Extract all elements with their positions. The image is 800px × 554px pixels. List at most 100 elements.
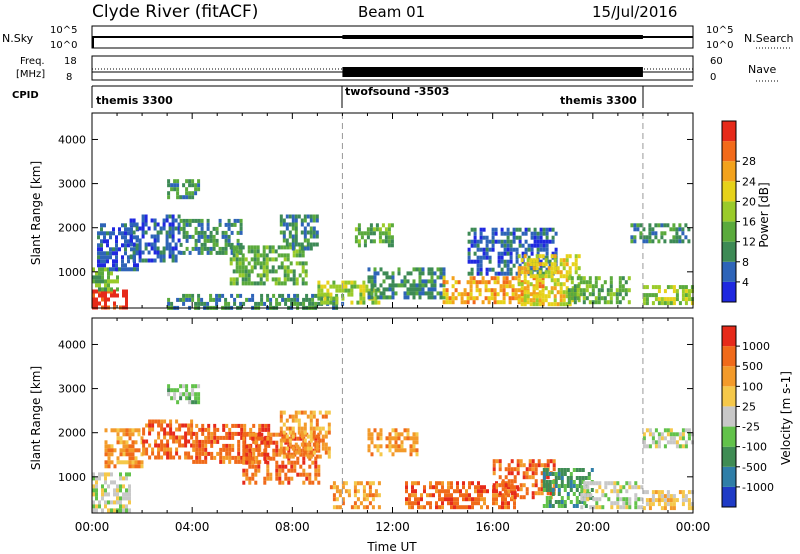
range-gate-cell (468, 485, 471, 490)
range-gate-cell (133, 263, 136, 268)
range-gate-cell (476, 259, 480, 264)
range-gate-cell (467, 239, 471, 244)
range-gate-cell (329, 284, 333, 289)
range-gate-cell (411, 489, 414, 494)
data-region (405, 481, 519, 510)
range-gate-cell (418, 279, 422, 284)
range-gate-cell (487, 296, 491, 301)
range-gate-cell (209, 230, 213, 235)
range-gate-cell (153, 226, 157, 231)
range-gate-cell (566, 468, 570, 472)
range-gate-cell (294, 230, 298, 235)
range-gate-cell (485, 239, 489, 244)
range-gate-cell (169, 423, 173, 428)
range-gate-cell (163, 431, 167, 436)
data-region (104, 428, 144, 469)
range-gate-cell (335, 288, 339, 293)
range-gate-cell (516, 471, 520, 476)
range-gate-cell (187, 451, 191, 456)
range-gate-cell (309, 246, 313, 251)
range-gate-cell (308, 297, 312, 302)
range-gate-cell (288, 214, 292, 219)
range-gate-cell (465, 489, 468, 494)
range-gate-cell (515, 235, 519, 240)
range-gate-cell (113, 488, 116, 493)
range-gate-cell (216, 451, 220, 456)
range-gate-cell (321, 434, 325, 439)
range-gate-cell (182, 301, 186, 306)
range-gate-cell (290, 468, 294, 473)
range-gate-cell (153, 222, 157, 227)
data-region (179, 218, 243, 255)
range-gate-cell (308, 301, 312, 306)
range-gate-cell (107, 271, 110, 276)
range-gate-cell (642, 227, 646, 232)
range-gate-cell (194, 218, 198, 223)
range-gate-cell (657, 239, 661, 244)
range-gate-cell (235, 261, 239, 266)
range-gate-cell (565, 302, 569, 307)
range-gate-cell (534, 483, 538, 488)
range-gate-cell (263, 452, 267, 457)
range-gate-cell (112, 267, 115, 272)
range-gate-cell (504, 491, 508, 496)
range-gate-cell (92, 289, 95, 294)
range-gate-cell (132, 222, 136, 227)
range-gate-cell (508, 280, 512, 285)
range-gate-cell (542, 243, 546, 248)
range-gate-cell (488, 239, 492, 244)
range-gate-cell (365, 505, 369, 510)
range-gate-cell (121, 235, 124, 240)
range-gate-cell (124, 223, 127, 228)
range-gate-cell (548, 484, 552, 488)
range-gate-cell (589, 481, 593, 486)
range-gate-cell (279, 230, 283, 235)
range-gate-cell (545, 484, 549, 488)
nsky-label: N.Sky (2, 32, 34, 45)
range-gate-cell (121, 223, 124, 228)
range-gate-cell (687, 227, 691, 232)
range-gate-cell (185, 388, 189, 393)
range-gate-cell (516, 463, 520, 468)
range-gate-cell (669, 440, 673, 445)
range-gate-cell (315, 426, 319, 431)
range-gate-cell (640, 505, 644, 510)
range-gate-cell (379, 291, 383, 296)
power-heatmap-data (92, 179, 694, 310)
range-gate-cell (684, 444, 688, 449)
range-gate-cell (571, 262, 575, 267)
range-gate-cell (121, 231, 124, 236)
range-gate-cell (177, 226, 181, 231)
range-gate-cell (483, 497, 486, 502)
range-gate-cell (519, 487, 523, 492)
range-gate-cell (125, 440, 129, 445)
range-gate-cell (182, 392, 186, 397)
range-gate-cell (106, 239, 109, 244)
range-gate-cell (169, 451, 173, 456)
range-gate-cell (124, 227, 127, 232)
range-gate-cell (678, 239, 682, 244)
range-gate-cell (176, 179, 180, 184)
range-gate-cell (482, 247, 486, 252)
range-gate-cell (565, 270, 569, 275)
range-gate-cell (552, 459, 556, 464)
range-gate-cell (256, 245, 260, 250)
range-gate-cell (303, 230, 307, 235)
range-gate-cell (672, 502, 676, 507)
range-gate-cell (321, 438, 325, 443)
range-gate-cell (491, 227, 495, 232)
range-gate-cell (167, 384, 171, 389)
range-gate-cell (562, 290, 566, 295)
range-gate-cell (265, 245, 269, 250)
range-gate-cell (507, 489, 510, 494)
range-gate-cell (678, 227, 682, 232)
range-gate-cell (212, 246, 216, 251)
range-gate-cell (350, 300, 354, 305)
range-gate-cell (129, 234, 133, 239)
range-gate-cell (242, 301, 246, 306)
range-gate-cell (675, 498, 679, 503)
range-gate-cell (418, 283, 422, 288)
range-gate-cell (447, 489, 450, 494)
station-title: Clyde River (fitACF) (92, 2, 258, 22)
range-gate-cell (403, 275, 407, 280)
